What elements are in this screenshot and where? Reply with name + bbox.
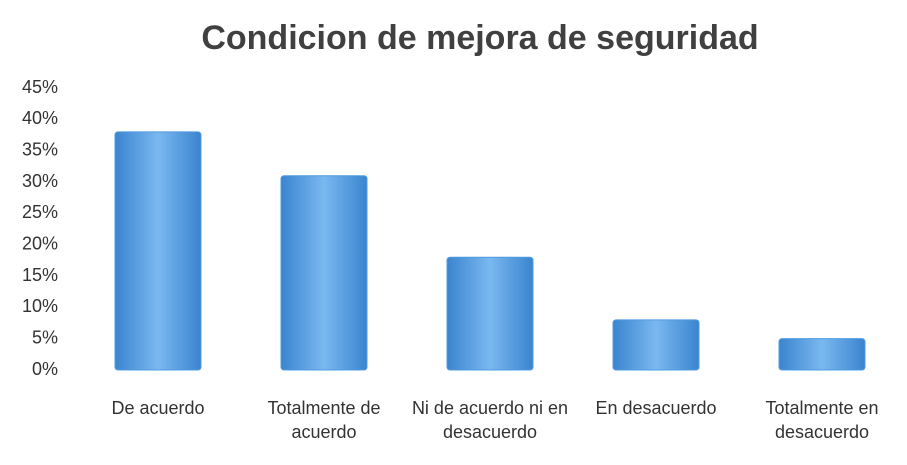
y-tick-label: 25% xyxy=(22,202,58,222)
y-tick-label: 10% xyxy=(22,296,58,316)
y-tick-label: 40% xyxy=(22,108,58,128)
bar xyxy=(114,131,202,371)
chart-title: Condicion de mejora de seguridad xyxy=(201,19,758,57)
x-tick-label: Totalmente en desacuerdo xyxy=(765,398,879,442)
y-tick-label: 35% xyxy=(22,139,58,159)
y-tick-label: 0% xyxy=(32,359,58,379)
y-tick-label: 20% xyxy=(22,233,58,253)
y-tick-label: 45% xyxy=(22,77,58,97)
x-tick-label: Totalmente de acuerdo xyxy=(267,398,381,442)
bar xyxy=(612,319,700,371)
x-tick-label: Ni de acuerdo ni en desacuerdo xyxy=(411,398,569,442)
x-tick-label: En desacuerdo xyxy=(595,398,717,418)
bar xyxy=(446,256,534,371)
y-tick-label: 30% xyxy=(22,171,58,191)
bar xyxy=(778,338,866,371)
y-tick-label: 15% xyxy=(22,265,58,285)
bar xyxy=(280,175,368,371)
y-tick-label: 5% xyxy=(32,327,58,347)
x-tick-label: De acuerdo xyxy=(111,398,205,418)
